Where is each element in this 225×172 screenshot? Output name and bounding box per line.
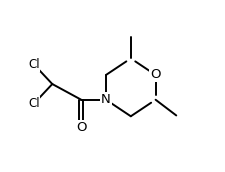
Text: O: O [76, 121, 86, 134]
Text: N: N [101, 93, 110, 106]
Text: Cl: Cl [28, 97, 39, 110]
Text: O: O [150, 68, 160, 81]
Text: Cl: Cl [28, 58, 39, 71]
